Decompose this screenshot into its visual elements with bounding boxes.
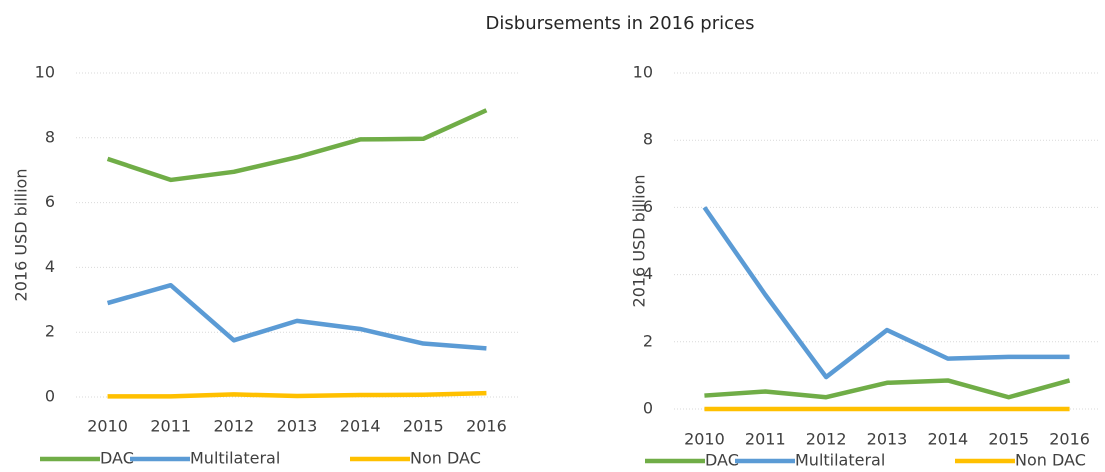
line-series bbox=[107, 390, 487, 399]
x-tick-label: 2011 bbox=[745, 430, 786, 449]
x-tick-label: 2016 bbox=[466, 417, 507, 436]
legend-label: Multilateral bbox=[795, 451, 885, 470]
y-axis-label: 2016 USD billion bbox=[630, 175, 649, 308]
x-tick-label: 2015 bbox=[403, 417, 444, 436]
x-tick-label: 2016 bbox=[1049, 430, 1090, 449]
legend-label: Multilateral bbox=[190, 449, 280, 468]
line-series bbox=[704, 378, 1071, 400]
y-tick-label: 4 bbox=[643, 264, 653, 283]
legend-label: DAC bbox=[705, 451, 739, 470]
line-series bbox=[106, 108, 488, 183]
x-tick-label: 2010 bbox=[87, 417, 128, 436]
y-tick-label: 8 bbox=[643, 130, 653, 149]
x-tick-label: 2014 bbox=[927, 430, 968, 449]
x-tick-label: 2010 bbox=[684, 430, 725, 449]
x-tick-label: 2013 bbox=[867, 430, 908, 449]
x-tick-label: 2011 bbox=[150, 417, 191, 436]
y-tick-label: 2 bbox=[643, 331, 653, 350]
y-tick-label: 10 bbox=[35, 63, 55, 82]
legend-label: Non DAC bbox=[410, 449, 481, 468]
legend-label: DAC bbox=[100, 449, 134, 468]
line-series bbox=[702, 206, 1070, 380]
y-axis-label: 2016 USD billion bbox=[12, 169, 31, 302]
y-tick-label: 10 bbox=[633, 63, 653, 82]
x-tick-label: 2015 bbox=[988, 430, 1029, 449]
y-tick-label: 6 bbox=[45, 192, 55, 211]
x-tick-label: 2014 bbox=[340, 417, 381, 436]
y-tick-label: 6 bbox=[643, 197, 653, 216]
y-tick-label: 8 bbox=[45, 127, 55, 146]
chart-title: Disbursements in 2016 prices bbox=[486, 13, 755, 34]
x-tick-label: 2012 bbox=[806, 430, 847, 449]
x-tick-label: 2012 bbox=[213, 417, 254, 436]
line-series bbox=[106, 282, 487, 351]
x-tick-label: 2013 bbox=[277, 417, 318, 436]
y-tick-label: 4 bbox=[45, 257, 55, 276]
y-tick-label: 0 bbox=[45, 387, 55, 406]
y-tick-label: 2 bbox=[45, 322, 55, 341]
legend-label: Non DAC bbox=[1015, 451, 1086, 470]
y-tick-label: 0 bbox=[643, 399, 653, 418]
